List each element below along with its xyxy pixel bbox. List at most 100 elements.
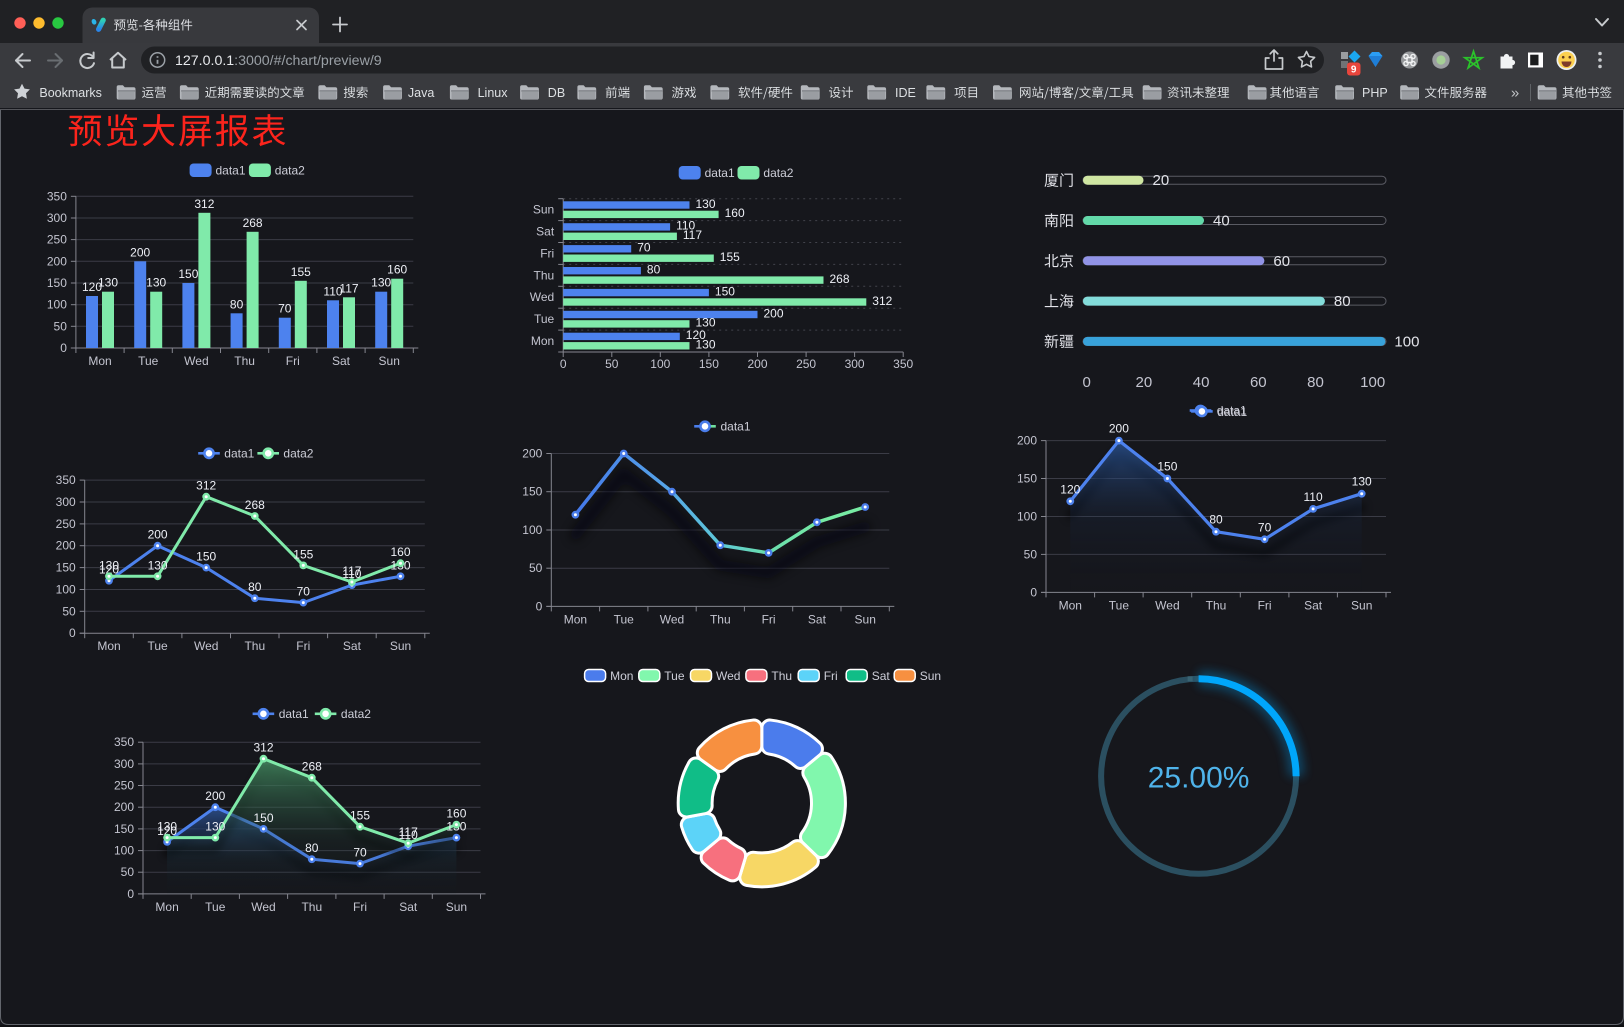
svg-text:268: 268: [830, 272, 850, 286]
svg-text:data1: data1: [705, 166, 735, 180]
svg-text:70: 70: [278, 302, 292, 316]
svg-text:312: 312: [253, 741, 273, 755]
svg-text:Wed: Wed: [660, 612, 684, 626]
svg-text:Wed: Wed: [251, 900, 275, 914]
svg-text:80: 80: [1307, 374, 1324, 391]
svg-text:200: 200: [522, 447, 542, 461]
svg-text:Tue: Tue: [614, 612, 635, 626]
svg-text:80: 80: [647, 263, 661, 277]
svg-text:200: 200: [56, 539, 76, 553]
svg-text:0: 0: [1030, 585, 1037, 599]
svg-text:70: 70: [637, 241, 651, 255]
svg-text:Sun: Sun: [920, 669, 941, 683]
svg-text:200: 200: [130, 245, 150, 259]
svg-text:150: 150: [47, 276, 67, 290]
svg-text:150: 150: [1157, 460, 1177, 474]
svg-text:350: 350: [114, 735, 134, 749]
svg-text:60: 60: [1250, 374, 1267, 391]
svg-text:200: 200: [205, 789, 225, 803]
svg-text:Bookmarks: Bookmarks: [39, 86, 102, 100]
svg-text:Fri: Fri: [824, 669, 838, 683]
svg-text:120: 120: [157, 824, 177, 838]
svg-text:0: 0: [560, 357, 567, 371]
svg-text:268: 268: [243, 216, 263, 230]
svg-text:50: 50: [121, 865, 135, 879]
svg-text:0: 0: [69, 626, 76, 640]
svg-text:40: 40: [1213, 213, 1230, 230]
svg-text:Sun: Sun: [379, 354, 400, 368]
svg-text:150: 150: [699, 357, 719, 371]
svg-text:Sat: Sat: [808, 612, 827, 626]
svg-text:130: 130: [371, 276, 391, 290]
svg-text:0: 0: [127, 887, 134, 901]
svg-text:Java: Java: [408, 86, 434, 100]
svg-text:130: 130: [99, 558, 119, 572]
svg-text:Mon: Mon: [610, 669, 633, 683]
svg-text:Linux: Linux: [478, 86, 509, 100]
svg-text:110: 110: [342, 567, 361, 581]
svg-text:Sat: Sat: [399, 900, 418, 914]
svg-text:Fri: Fri: [286, 354, 300, 368]
svg-text:Wed: Wed: [716, 669, 740, 683]
svg-text:350: 350: [47, 189, 67, 203]
svg-text:data1: data1: [216, 164, 246, 178]
svg-text:Mon: Mon: [155, 900, 178, 914]
svg-text:120: 120: [82, 280, 102, 294]
svg-text:Sun: Sun: [855, 612, 876, 626]
svg-text:60: 60: [1273, 253, 1290, 270]
svg-text:160: 160: [725, 206, 745, 220]
svg-text:100: 100: [114, 844, 134, 858]
svg-text:Tue: Tue: [205, 900, 226, 914]
svg-text:130: 130: [146, 276, 166, 290]
svg-text:data1: data1: [1217, 405, 1247, 419]
svg-text:Fri: Fri: [296, 639, 310, 653]
svg-text:150: 150: [715, 284, 735, 298]
svg-text:Tue: Tue: [147, 639, 168, 653]
svg-text:155: 155: [291, 265, 311, 279]
svg-text:100: 100: [1394, 333, 1419, 350]
svg-text:200: 200: [114, 800, 134, 814]
svg-text:100: 100: [1360, 374, 1385, 391]
svg-text:268: 268: [302, 760, 322, 774]
svg-text:150: 150: [178, 267, 198, 281]
svg-text:Mon: Mon: [531, 334, 554, 348]
svg-text:160: 160: [390, 545, 410, 559]
svg-text:110: 110: [1304, 490, 1323, 504]
svg-text:Fri: Fri: [353, 900, 367, 914]
svg-text:300: 300: [845, 357, 865, 371]
svg-text:20: 20: [1136, 374, 1153, 391]
svg-text:70: 70: [297, 585, 311, 599]
svg-text:120: 120: [99, 563, 119, 577]
svg-text:data1: data1: [721, 420, 751, 434]
svg-text:IDE: IDE: [895, 86, 916, 100]
svg-text:40: 40: [1193, 374, 1210, 391]
svg-text:120: 120: [1060, 482, 1080, 496]
svg-text:data1: data1: [279, 707, 309, 721]
svg-text:DB: DB: [548, 86, 565, 100]
svg-text:150: 150: [114, 822, 134, 836]
svg-text:data1: data1: [1217, 404, 1247, 418]
svg-text:data2: data2: [763, 166, 793, 180]
svg-text:Mon: Mon: [88, 354, 111, 368]
svg-text:»: »: [1511, 85, 1519, 102]
svg-text:Sat: Sat: [332, 354, 351, 368]
svg-text:Mon: Mon: [97, 639, 120, 653]
svg-text:80: 80: [230, 297, 244, 311]
svg-text:Wed: Wed: [530, 290, 554, 304]
svg-text:130: 130: [1352, 475, 1372, 489]
svg-text:0: 0: [1083, 374, 1091, 391]
svg-text:Tue: Tue: [1109, 598, 1130, 612]
svg-text:130: 130: [157, 820, 177, 834]
svg-text:150: 150: [1017, 472, 1037, 486]
svg-text:250: 250: [56, 517, 76, 531]
svg-text:50: 50: [529, 561, 543, 575]
svg-text:70: 70: [1258, 520, 1272, 534]
svg-text:Tue: Tue: [138, 354, 159, 368]
svg-text:117: 117: [399, 825, 418, 839]
svg-text:117: 117: [339, 281, 358, 295]
svg-text:110: 110: [676, 219, 695, 233]
svg-text:Mon: Mon: [1059, 598, 1082, 612]
svg-text:300: 300: [47, 211, 67, 225]
svg-text:130: 130: [696, 338, 716, 352]
svg-text:70: 70: [353, 846, 367, 860]
